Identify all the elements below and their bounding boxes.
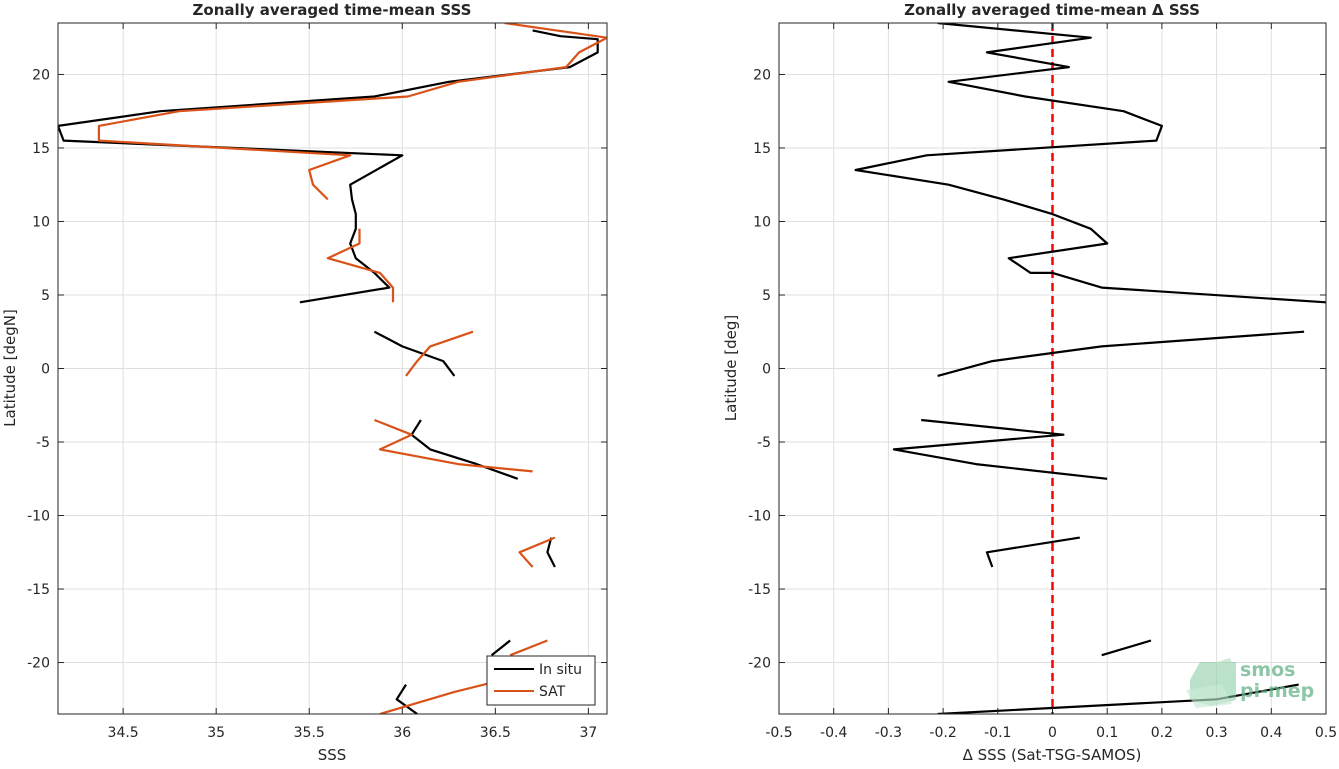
in-situ-series-segment [546,537,556,568]
legend-sat-label: SAT [539,684,566,700]
legend-box [486,655,596,706]
x-tick-label: 0.4 [1260,725,1282,741]
delta-series-segment [892,418,1108,480]
watermark: smos pi-mep [1186,658,1314,708]
x-tick-label: 36 [393,725,411,741]
x-tick-label: -0.3 [875,725,902,741]
left-panel: 34.5 35 35.5 36 36.5 37 -20 -15 -10 -5 0 5 10 15 20 Zo… [1,1,608,764]
x-tick-label: -0.2 [929,725,956,741]
y-tick-label: 20 [32,67,50,83]
left-grid [58,23,607,714]
right-panel: smos pi-mep -0.5 -0.4 -0.3 -0.2 -0.1 0 0.1 0.2 0… [722,1,1337,764]
delta-series-segment [1101,639,1152,657]
in-situ-series-segment [490,639,511,657]
sat-series-segment [326,228,395,303]
right-y-axis-label: Latitude [deg] [722,315,740,421]
y-tick-label: -15 [748,582,771,598]
y-tick-label: 15 [32,141,50,157]
watermark-line1: smos [1240,659,1295,681]
x-tick-label: 0.2 [1151,725,1173,741]
smos-pi-mep-logo-icon [1186,658,1236,708]
x-tick-label: 34.5 [108,725,139,741]
right-title: Zonally averaged time-mean Δ SSS [904,1,1200,19]
left-x-axis-label: SSS [318,746,347,764]
y-tick-label: 5 [762,288,771,304]
x-tick-label: 0.3 [1205,725,1227,741]
y-tick-label: 0 [41,362,50,378]
y-tick-label: 15 [753,141,771,157]
left-ticks: 34.5 35 35.5 36 36.5 37 -20 -15 -10 -5 0 5 10 15 20 [27,23,607,741]
x-tick-label: -0.1 [984,725,1011,741]
x-tick-label: 0.5 [1315,725,1337,741]
x-tick-label: 35.5 [294,725,325,741]
sat-series-segment [405,330,474,377]
sat-series-segment [518,536,556,568]
x-tick-label: 37 [579,725,597,741]
right-x-axis-label: Δ SSS (Sat-TSG-SAMOS) [963,746,1142,764]
sat-series-segment [97,23,607,201]
y-tick-label: -5 [757,435,771,451]
x-tick-label: -0.5 [765,725,792,741]
x-tick-label: 0 [1048,725,1057,741]
in-situ-series-segment [410,419,519,480]
sat-series-segment [509,639,548,657]
y-tick-label: -10 [748,509,771,525]
x-tick-label: 0.1 [1096,725,1118,741]
y-tick-label: -10 [27,509,50,525]
left-y-axis-label: Latitude [degN] [1,309,19,427]
delta-series-segment [985,536,1080,568]
y-tick-label: 5 [41,288,50,304]
y-tick-label: 10 [753,214,771,230]
y-tick-label: -20 [27,656,50,672]
y-tick-label: -20 [748,656,771,672]
y-tick-label: -5 [36,435,50,451]
y-tick-label: 0 [762,362,771,378]
x-tick-label: 35 [207,725,225,741]
watermark-line2: pi-mep [1240,680,1314,702]
left-title: Zonally averaged time-mean SSS [193,1,472,19]
legend-insitu-label: In situ [539,662,582,678]
legend: In situ SAT [486,655,596,706]
x-tick-label: 36.5 [480,725,511,741]
in-situ-series-segment [395,684,418,714]
y-tick-label: -15 [27,582,50,598]
delta-series-segment [937,330,1305,377]
right-ticks: -0.5 -0.4 -0.3 -0.2 -0.1 0 0.1 0.2 0.3 0.4 0.5 -20 -… [748,23,1337,741]
y-tick-label: 20 [753,67,771,83]
y-tick-label: 10 [32,214,50,230]
delta-series-segment [854,23,1326,304]
x-tick-label: -0.4 [820,725,847,741]
sat-series-segment [373,418,533,473]
